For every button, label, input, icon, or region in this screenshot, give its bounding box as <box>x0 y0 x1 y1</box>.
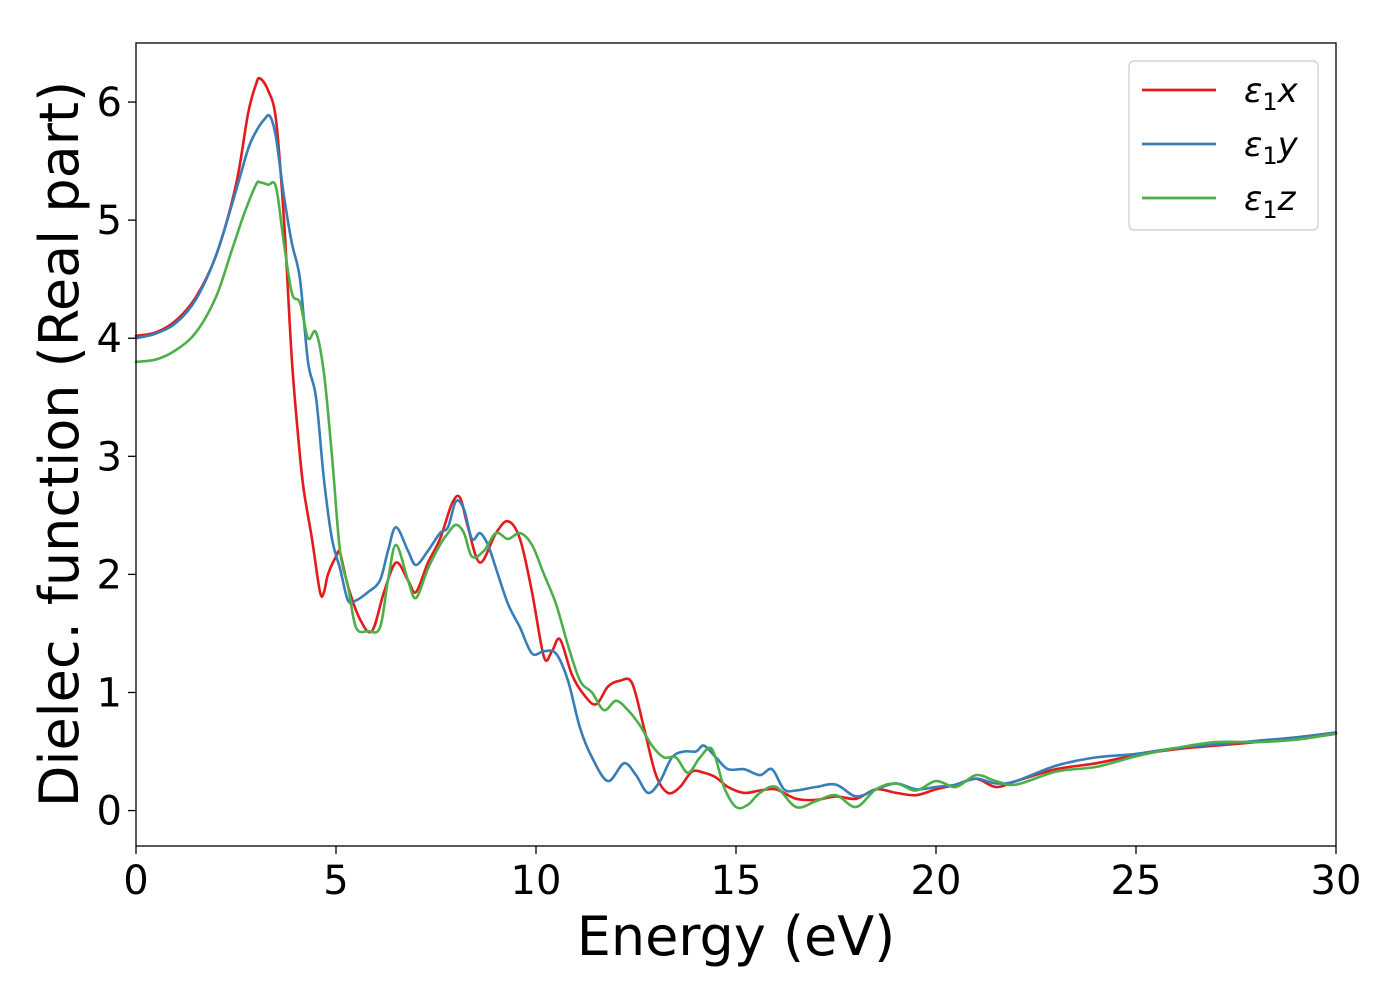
y-axis-title: Dielec. function (Real part) <box>28 81 91 807</box>
y-tick-label: 2 <box>97 552 122 598</box>
x-tick-label: 15 <box>711 858 762 904</box>
y-tick-label: 6 <box>97 80 122 126</box>
x-tick-label: 20 <box>911 858 962 904</box>
series-line-x <box>134 76 1338 802</box>
legend-label-x: ε1x <box>1244 71 1299 116</box>
x-axis-title: Energy (eV) <box>577 905 896 968</box>
x-axis: 0 5 10 15 20 25 30 <box>123 846 1361 904</box>
y-tick-label: 0 <box>97 789 122 835</box>
legend-label-z: ε1z <box>1244 179 1297 224</box>
y-tick-label: 3 <box>97 434 122 480</box>
y-tick-label: 1 <box>97 670 122 716</box>
x-tick-label: 0 <box>123 858 148 904</box>
x-tick-label: 30 <box>1311 858 1362 904</box>
series-layer <box>134 76 1338 810</box>
legend: ε1x ε1y ε1z <box>1128 60 1319 231</box>
legend-label-y: ε1y <box>1244 125 1299 170</box>
x-tick-label: 25 <box>1111 858 1162 904</box>
series-line-z <box>134 180 1338 810</box>
y-axis: 0 1 2 3 4 5 6 <box>97 80 136 835</box>
legend-box <box>1128 60 1319 231</box>
x-tick-label: 10 <box>511 858 562 904</box>
y-tick-label: 5 <box>97 198 122 244</box>
y-tick-label: 4 <box>97 316 122 362</box>
x-tick-label: 5 <box>323 858 348 904</box>
